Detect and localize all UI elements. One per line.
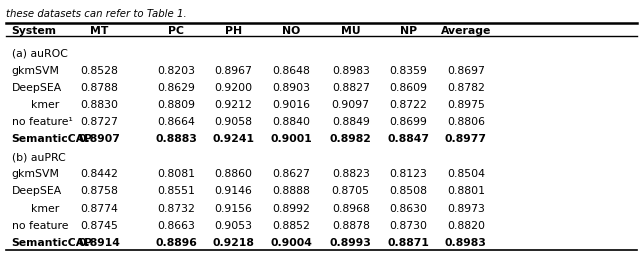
Text: 0.9097: 0.9097	[332, 100, 370, 110]
Text: 0.8993: 0.8993	[330, 238, 372, 248]
Text: 0.8528: 0.8528	[80, 66, 118, 76]
Text: NP: NP	[400, 26, 417, 36]
Text: 0.8809: 0.8809	[157, 100, 195, 110]
Text: MU: MU	[341, 26, 360, 36]
Text: 0.8847: 0.8847	[387, 134, 429, 144]
Text: 0.9053: 0.9053	[214, 221, 253, 231]
Text: gkmSVM: gkmSVM	[12, 66, 60, 76]
Text: 0.8896: 0.8896	[155, 238, 197, 248]
Text: SemanticCAP: SemanticCAP	[12, 134, 93, 144]
Text: 0.8774: 0.8774	[80, 203, 118, 214]
Text: 0.8359: 0.8359	[389, 66, 428, 76]
Text: (a) auROC: (a) auROC	[12, 49, 67, 59]
Text: 0.8914: 0.8914	[78, 238, 120, 248]
Text: 0.8442: 0.8442	[80, 169, 118, 179]
Text: 0.8629: 0.8629	[157, 83, 195, 93]
Text: gkmSVM: gkmSVM	[12, 169, 60, 179]
Text: Average: Average	[441, 26, 491, 36]
Text: 0.8883: 0.8883	[155, 134, 197, 144]
Text: 0.8081: 0.8081	[157, 169, 195, 179]
Text: 0.8788: 0.8788	[80, 83, 118, 93]
Text: 0.8983: 0.8983	[332, 66, 370, 76]
Text: 0.8840: 0.8840	[272, 117, 310, 127]
Text: 0.8888: 0.8888	[272, 186, 310, 196]
Text: 0.8727: 0.8727	[80, 117, 118, 127]
Text: 0.8907: 0.8907	[78, 134, 120, 144]
Text: 0.8852: 0.8852	[272, 221, 310, 231]
Text: no feature: no feature	[12, 221, 68, 231]
Text: SemanticCAP: SemanticCAP	[12, 238, 93, 248]
Text: 0.8745: 0.8745	[80, 221, 118, 231]
Text: 0.8705: 0.8705	[332, 186, 370, 196]
Text: 0.8973: 0.8973	[447, 203, 485, 214]
Text: MT: MT	[90, 26, 108, 36]
Text: NO: NO	[282, 26, 300, 36]
Text: DeepSEA: DeepSEA	[12, 186, 62, 196]
Text: 0.8663: 0.8663	[157, 221, 195, 231]
Text: 0.8551: 0.8551	[157, 186, 195, 196]
Text: 0.8504: 0.8504	[447, 169, 485, 179]
Text: 0.8697: 0.8697	[447, 66, 485, 76]
Text: 0.8699: 0.8699	[389, 117, 428, 127]
Text: 0.8630: 0.8630	[389, 203, 428, 214]
Text: 0.8730: 0.8730	[389, 221, 428, 231]
Text: 0.9058: 0.9058	[214, 117, 253, 127]
Text: 0.9001: 0.9001	[270, 134, 312, 144]
Text: 0.9200: 0.9200	[214, 83, 253, 93]
Text: 0.8722: 0.8722	[389, 100, 428, 110]
Text: 0.8758: 0.8758	[80, 186, 118, 196]
Text: 0.8860: 0.8860	[214, 169, 253, 179]
Text: 0.8609: 0.8609	[389, 83, 428, 93]
Text: 0.8830: 0.8830	[80, 100, 118, 110]
Text: 0.8664: 0.8664	[157, 117, 195, 127]
Text: 0.8992: 0.8992	[272, 203, 310, 214]
Text: 0.8648: 0.8648	[272, 66, 310, 76]
Text: kmer: kmer	[31, 100, 59, 110]
Text: 0.8801: 0.8801	[447, 186, 485, 196]
Text: 0.8977: 0.8977	[445, 134, 487, 144]
Text: 0.8967: 0.8967	[214, 66, 253, 76]
Text: no feature¹: no feature¹	[12, 117, 72, 127]
Text: 0.8782: 0.8782	[447, 83, 485, 93]
Text: 0.9004: 0.9004	[270, 238, 312, 248]
Text: PH: PH	[225, 26, 242, 36]
Text: 0.8203: 0.8203	[157, 66, 195, 76]
Text: 0.9146: 0.9146	[214, 186, 253, 196]
Text: 0.8982: 0.8982	[330, 134, 372, 144]
Text: 0.8871: 0.8871	[387, 238, 429, 248]
Text: 0.8508: 0.8508	[389, 186, 428, 196]
Text: these datasets can refer to Table 1.: these datasets can refer to Table 1.	[6, 9, 187, 19]
Text: 0.8820: 0.8820	[447, 221, 485, 231]
Text: (b) auPRC: (b) auPRC	[12, 152, 65, 162]
Text: 0.8827: 0.8827	[332, 83, 370, 93]
Text: 0.8823: 0.8823	[332, 169, 370, 179]
Text: DeepSEA: DeepSEA	[12, 83, 62, 93]
Text: kmer: kmer	[31, 203, 59, 214]
Text: 0.8903: 0.8903	[272, 83, 310, 93]
Text: 0.9156: 0.9156	[214, 203, 253, 214]
Text: 0.8732: 0.8732	[157, 203, 195, 214]
Text: PC: PC	[168, 26, 184, 36]
Text: 0.8983: 0.8983	[445, 238, 487, 248]
Text: 0.8123: 0.8123	[389, 169, 428, 179]
Text: 0.8968: 0.8968	[332, 203, 370, 214]
Text: 0.9016: 0.9016	[272, 100, 310, 110]
Text: 0.8849: 0.8849	[332, 117, 370, 127]
Text: 0.9218: 0.9218	[212, 238, 255, 248]
Text: 0.9212: 0.9212	[214, 100, 253, 110]
Text: 0.8975: 0.8975	[447, 100, 485, 110]
Text: 0.8806: 0.8806	[447, 117, 485, 127]
Text: 0.8878: 0.8878	[332, 221, 370, 231]
Text: System: System	[12, 26, 56, 36]
Text: 0.8627: 0.8627	[272, 169, 310, 179]
Text: 0.9241: 0.9241	[212, 134, 255, 144]
